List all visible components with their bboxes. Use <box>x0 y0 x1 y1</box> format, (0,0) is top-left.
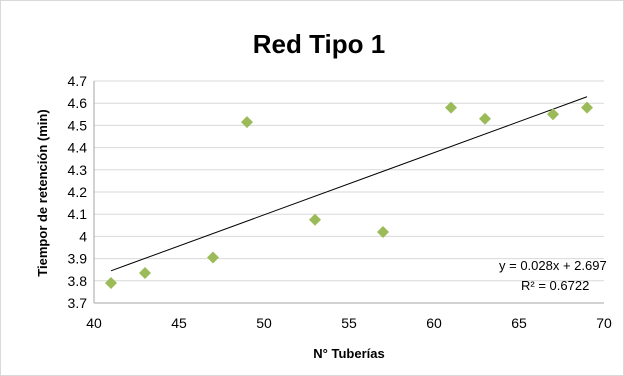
x-axis-ticks: 40 45 50 55 60 65 70 <box>86 315 612 331</box>
data-point <box>241 116 253 129</box>
x-tick-label: 40 <box>86 315 102 331</box>
gridlines <box>93 80 604 304</box>
y-tick-label: 3.9 <box>68 251 88 267</box>
data-points <box>105 101 593 290</box>
trendline-equation: y = 0.028x + 2.697 <box>499 258 607 273</box>
x-axis-title: N° Tuberías <box>313 346 384 361</box>
data-point <box>207 251 219 264</box>
data-point <box>309 213 321 226</box>
y-tick-label: 4.6 <box>68 95 88 111</box>
chart-title: Red Tipo 1 <box>253 29 385 59</box>
data-point <box>105 277 117 290</box>
y-tick-label: 4.3 <box>68 162 88 178</box>
x-tick-label: 50 <box>256 315 272 331</box>
y-tick-label: 4.1 <box>68 206 88 222</box>
y-tick-label: 4.7 <box>68 73 88 89</box>
x-tick-label: 60 <box>426 315 442 331</box>
y-axis-title: Tiempor de retención (min) <box>35 109 50 276</box>
x-tick-label: 65 <box>511 315 527 331</box>
data-point <box>377 225 389 238</box>
data-point <box>547 108 559 121</box>
y-tick-label: 3.7 <box>68 295 88 311</box>
data-point <box>139 267 151 280</box>
trendline <box>110 96 588 272</box>
x-tick-label: 70 <box>596 315 612 331</box>
data-point <box>581 101 593 114</box>
data-point <box>479 112 491 125</box>
y-tick-label: 3.8 <box>68 273 88 289</box>
y-axis-ticks: 3.7 3.8 3.9 4 4.1 4.2 4.3 4.4 4.5 4.6 4.7 <box>68 73 88 311</box>
y-tick-label: 4.4 <box>68 140 88 156</box>
trendline-r-squared: R² = 0.6722 <box>521 278 589 293</box>
trendline-group <box>110 96 588 272</box>
data-point <box>445 101 457 114</box>
y-tick-label: 4 <box>79 228 87 244</box>
x-tick-label: 45 <box>171 315 187 331</box>
y-tick-label: 4.5 <box>68 117 88 133</box>
y-tick-label: 4.2 <box>68 184 88 200</box>
x-tick-label: 55 <box>341 315 357 331</box>
